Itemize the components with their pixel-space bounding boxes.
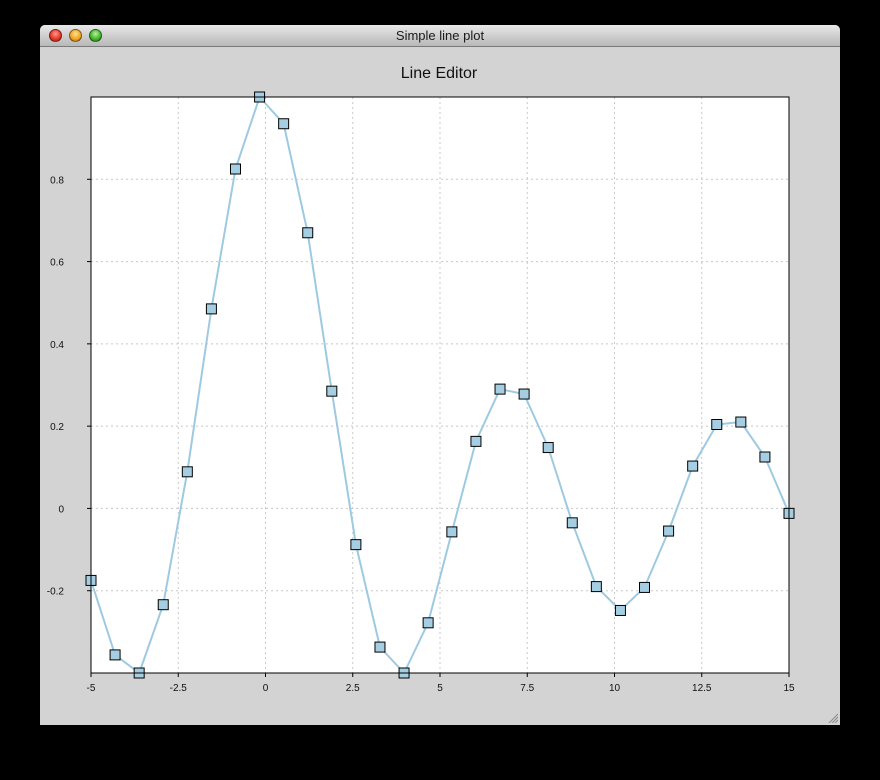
x-tick-label: -5: [87, 683, 96, 694]
x-tick-label: 12.5: [692, 683, 712, 694]
data-point-marker[interactable]: [639, 581, 651, 593]
line-chart[interactable]: Line Editor -5 -2.5 0 2.5 5 7.5 10 12.5 15 -0.2 0 0…: [40, 47, 840, 725]
data-point-marker[interactable]: [687, 460, 699, 472]
data-point-marker[interactable]: [759, 451, 771, 463]
data-point-marker[interactable]: [494, 383, 506, 395]
data-point-marker[interactable]: [302, 227, 314, 239]
x-tick-label: 7.5: [520, 683, 534, 694]
data-point-marker[interactable]: [205, 303, 217, 315]
y-tick-label: 0.8: [50, 175, 64, 186]
data-point-marker[interactable]: [229, 163, 241, 175]
app-window: Simple line plot Line Editor -5 -2.5 0 2.5 5…: [40, 25, 840, 725]
close-window-button[interactable]: [49, 29, 62, 42]
x-tick-label: -2.5: [170, 683, 188, 694]
axis-ticks: -5 -2.5 0 2.5 5 7.5 10 12.5 15 -0.2 0 0.2 0.4 0.6 0.8: [47, 175, 795, 694]
grid: [91, 97, 789, 673]
data-point-marker[interactable]: [374, 641, 386, 653]
data-point-marker[interactable]: [326, 385, 338, 397]
data-point-marker[interactable]: [446, 526, 458, 538]
resize-grip-icon[interactable]: [828, 713, 838, 723]
data-point-marker[interactable]: [735, 416, 747, 428]
plot-area: Line Editor -5 -2.5 0 2.5 5 7.5 10 12.5 15 -0.2 0 0…: [40, 47, 840, 725]
series-line: [90, 96, 790, 674]
y-tick-label: 0.6: [50, 258, 64, 269]
window-title: Simple line plot: [395, 28, 485, 43]
x-tick-label: 0: [263, 683, 269, 694]
y-tick-label: -0.2: [47, 587, 65, 598]
data-point-marker[interactable]: [542, 442, 554, 454]
data-point-marker[interactable]: [470, 435, 482, 447]
data-point-marker[interactable]: [566, 517, 578, 529]
y-tick-label: 0.2: [50, 422, 64, 433]
data-point-marker[interactable]: [663, 525, 675, 537]
data-point-marker[interactable]: [711, 418, 723, 430]
data-point-marker[interactable]: [181, 466, 193, 478]
x-tick-label: 5: [437, 683, 443, 694]
data-point-marker[interactable]: [518, 388, 530, 400]
minimize-window-button[interactable]: [69, 29, 82, 42]
series-line-layer: [90, 96, 790, 674]
x-tick-label: 10: [609, 683, 621, 694]
data-point-marker[interactable]: [157, 599, 169, 611]
data-point-marker[interactable]: [109, 649, 121, 661]
data-point-marker[interactable]: [590, 581, 602, 593]
y-tick-label: 0.4: [50, 340, 64, 351]
data-point-marker[interactable]: [350, 539, 362, 551]
data-point-marker[interactable]: [278, 118, 290, 130]
x-tick-label: 15: [783, 683, 795, 694]
data-point-marker[interactable]: [614, 604, 626, 616]
title-bar[interactable]: Simple line plot: [40, 25, 840, 47]
y-tick-label: 0: [58, 504, 64, 515]
x-tick-label: 2.5: [346, 683, 360, 694]
data-point-marker[interactable]: [422, 617, 434, 629]
chart-title: Line Editor: [401, 65, 478, 82]
zoom-window-button[interactable]: [89, 29, 102, 42]
